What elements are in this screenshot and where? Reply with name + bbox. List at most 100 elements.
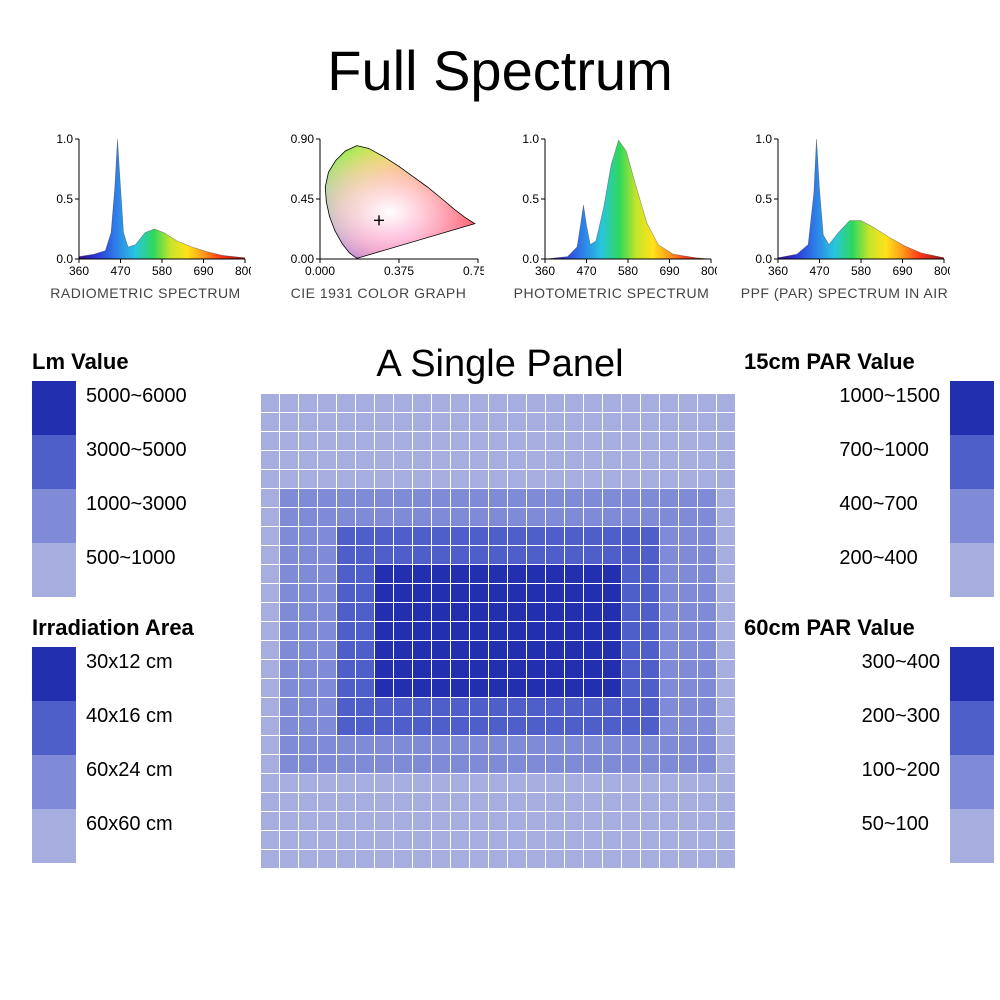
legend-par60-label: 300~400 [862,647,940,701]
heatmap-cell [470,736,489,755]
heatmap-cell [280,527,299,546]
svg-text:1.0: 1.0 [755,132,772,146]
heatmap-cell [660,660,679,679]
heatmap-cell [679,470,698,489]
heatmap-cell [717,793,736,812]
svg-text:800: 800 [234,264,250,278]
heatmap-cell [622,850,641,869]
heatmap-cell [565,546,584,565]
heatmap-cell [299,565,318,584]
heatmap-cell [489,736,508,755]
panel-section: A Single Panel Lm Value5000~60003000~500… [0,349,1000,869]
heatmap-cell [280,812,299,831]
heatmap-cell [584,603,603,622]
legend-par15-label: 700~1000 [839,435,940,489]
heatmap-cell [508,793,527,812]
legend-lm-label: 500~1000 [86,543,187,597]
heatmap-cell [394,432,413,451]
heatmap-cell [280,622,299,641]
heatmap-cell [280,489,299,508]
heatmap-cell [394,413,413,432]
heatmap-cell [261,603,280,622]
heatmap-cell [356,831,375,850]
svg-text:690: 690 [659,264,679,278]
heatmap-cell [413,546,432,565]
heatmap-cell [679,774,698,793]
heatmap-cell [660,584,679,603]
heatmap-cell [318,489,337,508]
heatmap-cell [261,717,280,736]
heatmap-cell [717,812,736,831]
heatmap-cell [375,489,394,508]
heatmap-cell [584,736,603,755]
heatmap-cell [641,717,660,736]
heatmap-cell [261,451,280,470]
heatmap-cell [603,717,622,736]
heatmap-cell [280,413,299,432]
heatmap-cell [489,603,508,622]
svg-text:800: 800 [700,264,716,278]
heatmap-cell [679,736,698,755]
heatmap-cell [318,470,337,489]
heatmap-cell [489,755,508,774]
heatmap-cell [565,394,584,413]
heatmap-cell [546,736,565,755]
heatmap-cell [603,603,622,622]
heatmap-cell [584,774,603,793]
heatmap-cell [337,717,356,736]
heatmap-cell [717,489,736,508]
heatmap-cell [698,755,717,774]
heatmap-cell [394,451,413,470]
heatmap-cell [413,774,432,793]
legend-par15-label: 200~400 [839,543,940,597]
svg-text:690: 690 [892,264,912,278]
heatmap-cell [584,470,603,489]
heatmap-cell [299,850,318,869]
svg-text:580: 580 [850,264,870,278]
heatmap-cell [375,622,394,641]
heatmap-cell [375,451,394,470]
heatmap-cell [603,565,622,584]
heatmap-cell [641,394,660,413]
heatmap-cell [337,698,356,717]
heatmap-cell [489,527,508,546]
heatmap-cell [603,622,622,641]
heatmap-cell [489,660,508,679]
heatmap-cell [280,470,299,489]
spectrum-ppf: 0.00.51.0360470580690800 PPF (PAR) SPECT… [737,131,952,303]
heatmap-cell [432,394,451,413]
heatmap-cell [299,470,318,489]
heatmap-cell [622,603,641,622]
heatmap-cell [356,774,375,793]
heatmap-cell [413,850,432,869]
heatmap-cell [565,774,584,793]
heatmap-cell [394,546,413,565]
heatmap-cell [432,432,451,451]
legend-par60-swatch [950,647,994,701]
heatmap-cell [356,660,375,679]
heatmap-cell [432,831,451,850]
heatmap-cell [698,470,717,489]
heatmap-cell [622,622,641,641]
heatmap-cell [451,698,470,717]
svg-text:0.5: 0.5 [755,192,772,206]
heatmap-cell [508,413,527,432]
heatmap-cell [698,527,717,546]
legend-par60-title: 60cm PAR Value [744,615,994,641]
heatmap-cell [280,603,299,622]
heatmap-cell [641,432,660,451]
heatmap-cell [261,489,280,508]
heatmap-cell [584,584,603,603]
heatmap-cell [375,603,394,622]
heatmap-cell [451,527,470,546]
svg-text:580: 580 [617,264,637,278]
heatmap-cell [641,584,660,603]
heatmap-cell [432,413,451,432]
heatmap-cell [280,641,299,660]
heatmap-cell [527,793,546,812]
heatmap-cell [546,451,565,470]
heatmap-cell [508,679,527,698]
heatmap-cell [432,622,451,641]
cie-caption: CIE 1931 COLOR GRAPH [291,285,467,303]
heatmap-cell [299,717,318,736]
